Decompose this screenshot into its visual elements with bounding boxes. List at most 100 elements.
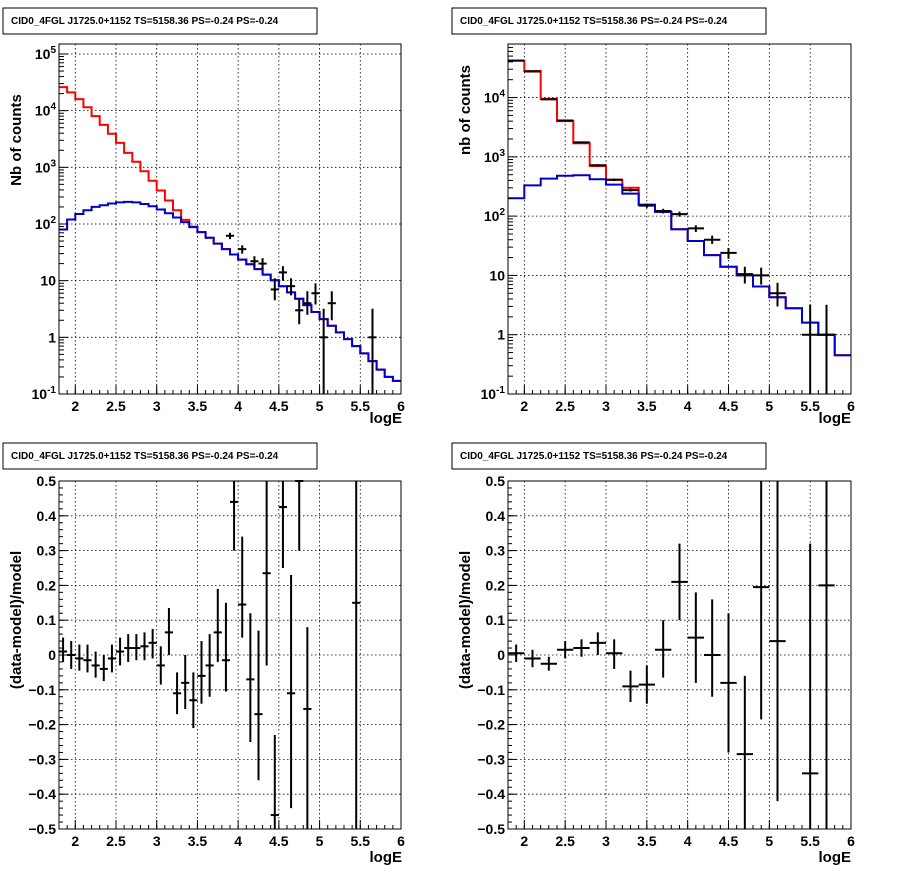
data-point <box>802 304 819 394</box>
data-point <box>671 211 688 217</box>
x-tick-label: 2 <box>71 398 79 414</box>
y-tick-label: 0 <box>48 647 56 663</box>
x-tick-label: 3.5 <box>637 833 657 849</box>
x-axis-label: logE <box>819 849 852 866</box>
plot-frame <box>58 43 402 395</box>
y-tick-label: 1 <box>497 327 505 343</box>
y-tick-label: 10 <box>489 267 505 283</box>
source-model-line <box>508 174 851 357</box>
data-point <box>75 644 84 671</box>
data-point <box>687 225 704 232</box>
x-tick-label: 4.5 <box>719 833 739 849</box>
y-axis-ticks: 10-1 1 10 102 103 104 105 <box>32 45 68 402</box>
data-point <box>687 592 704 683</box>
plot-area <box>508 44 851 394</box>
data-point <box>606 178 623 182</box>
y-tick-label: 0.5 <box>37 473 57 489</box>
y-tick-label: 0.2 <box>486 577 506 593</box>
data-point <box>238 245 247 254</box>
data-point <box>287 278 296 296</box>
data-point <box>769 481 786 802</box>
data-point <box>303 627 312 829</box>
y-tick-label: −0.3 <box>477 751 505 767</box>
title-box <box>2 442 318 470</box>
x-axis-label: logE <box>370 410 403 427</box>
data-point <box>368 308 377 394</box>
data-point <box>99 655 108 682</box>
y-tick-label: 103 <box>35 158 57 175</box>
plot-frame <box>58 480 402 830</box>
y-tick-label: −0.5 <box>28 821 56 837</box>
data-points <box>225 232 377 394</box>
data-point <box>573 141 590 144</box>
x-tick-label: 4.5 <box>269 398 289 414</box>
y-axis-label: nb of counts <box>457 65 474 155</box>
title-box <box>451 442 767 470</box>
data-point <box>655 620 672 678</box>
x-tick-label: 3 <box>153 833 161 849</box>
x-tick-label: 4 <box>234 398 242 414</box>
y-tick-label: 1 <box>48 329 56 345</box>
data-point <box>295 298 304 325</box>
data-point <box>246 613 255 742</box>
x-tick-label: 3.5 <box>188 398 208 414</box>
x-tick-label: 6 <box>397 833 405 849</box>
data-point <box>704 599 721 697</box>
data-point <box>753 481 770 720</box>
data-point <box>720 613 737 753</box>
data-point <box>221 602 230 692</box>
data-point <box>258 258 267 270</box>
y-tick-label: 104 <box>484 89 506 106</box>
plot-title: CID0_4FGL J1725.0+1152 TS=5158.36 PS=-0.… <box>460 451 728 462</box>
data-point <box>671 543 688 621</box>
data-point <box>59 637 68 662</box>
data-point <box>116 637 125 666</box>
y-tick-label: 10 <box>40 273 56 289</box>
data-point <box>303 291 312 315</box>
y-tick-label: −0.1 <box>477 682 505 698</box>
x-tick-label: 2.5 <box>555 398 575 414</box>
data-point <box>262 481 271 666</box>
x-tick-label: 3.5 <box>637 398 657 414</box>
data-point <box>287 574 296 809</box>
x-tick-label: 5 <box>765 398 773 414</box>
y-tick-label: 103 <box>484 148 506 165</box>
plot-area <box>508 481 851 829</box>
y-tick-label: 0.4 <box>486 508 506 524</box>
data-point <box>205 634 214 697</box>
y-axis-label: (data-model)/model <box>8 551 25 689</box>
y-tick-label: 104 <box>35 102 57 119</box>
total-model-line <box>59 480 361 829</box>
data-point <box>573 639 590 657</box>
plot-frame <box>507 480 852 830</box>
data-point <box>524 70 541 73</box>
x-tick-label: 5 <box>316 833 324 849</box>
y-tick-label: 0.1 <box>486 612 506 628</box>
x-tick-label: 2 <box>520 398 528 414</box>
title-box <box>2 7 318 35</box>
plot-area <box>59 480 401 829</box>
y-tick-label: 10-1 <box>481 385 506 402</box>
x-tick-label: 6 <box>847 833 855 849</box>
data-point <box>818 481 835 829</box>
data-point <box>278 481 287 568</box>
x-tick-label: 2.5 <box>106 398 126 414</box>
data-point <box>270 278 279 301</box>
x-tick-label: 5 <box>316 398 324 414</box>
data-point <box>83 644 92 673</box>
y-tick-label: −0.4 <box>477 786 505 802</box>
data-point <box>540 656 557 671</box>
data-point <box>606 639 623 669</box>
data-point <box>225 232 235 240</box>
x-tick-label: 4 <box>684 833 692 849</box>
y-tick-label: −0.4 <box>28 786 56 802</box>
y-tick-label: −0.5 <box>477 821 505 837</box>
y-tick-label: 105 <box>35 45 57 62</box>
data-point <box>319 308 328 394</box>
data-point <box>230 481 239 551</box>
y-axis-ticks: −0.5 −0.4 −0.3 −0.2 −0.1 0 0.1 0.2 0.3 0.4 0.5 <box>28 473 68 837</box>
x-axis-ticks: 2 2.5 3 3.5 4 4.5 5 5.5 6 <box>507 820 855 849</box>
plot-frame <box>507 43 852 395</box>
y-tick-label: 0 <box>497 647 505 663</box>
